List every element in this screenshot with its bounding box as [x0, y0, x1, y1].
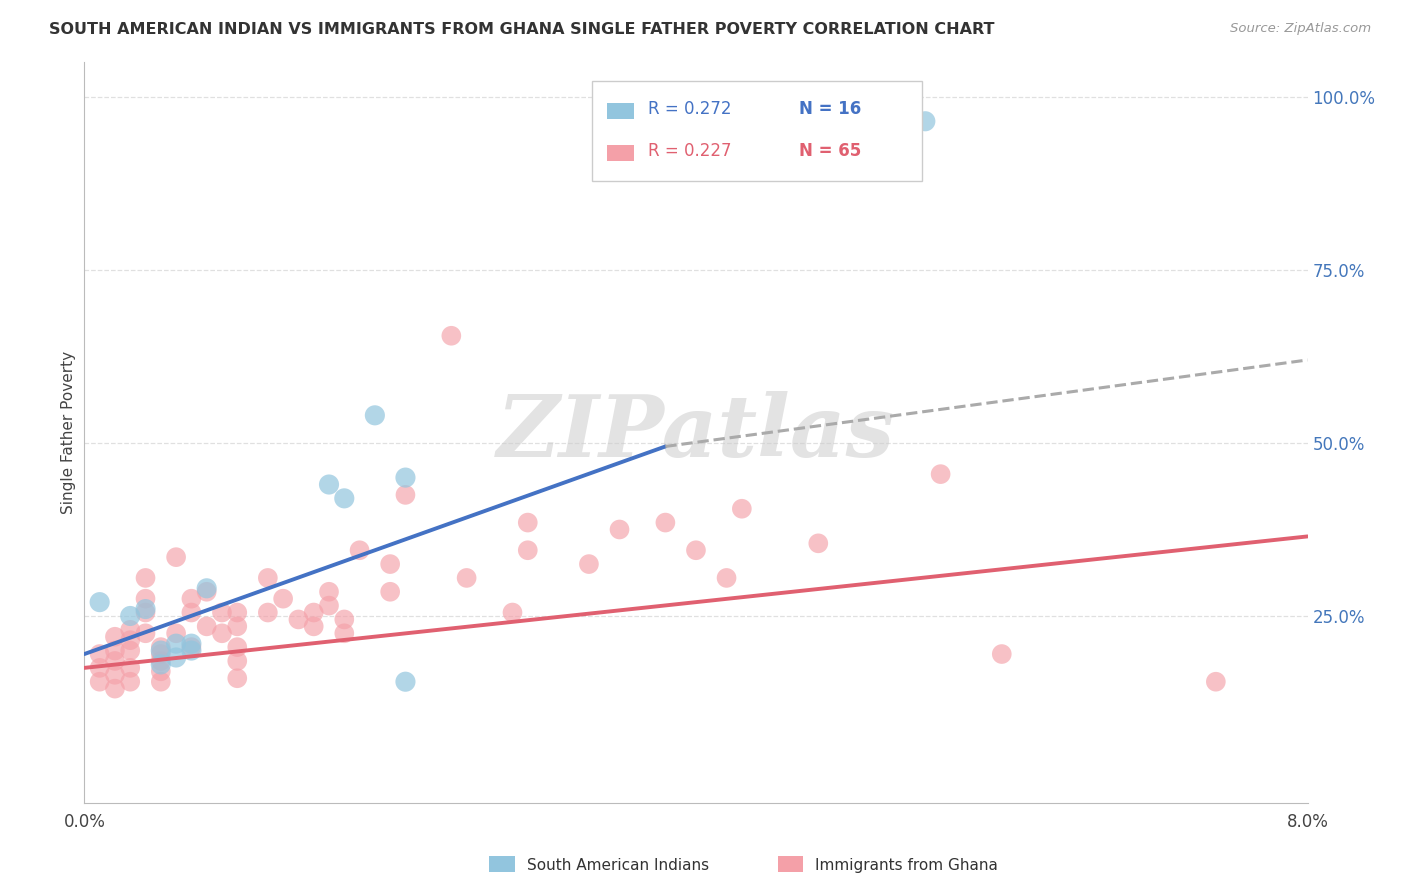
Point: [89, 674, 111, 689]
Point: [364, 409, 387, 423]
Point: [104, 630, 127, 644]
Point: [380, 557, 402, 571]
Point: [287, 612, 309, 626]
Text: R = 0.227: R = 0.227: [648, 142, 731, 160]
Point: [257, 571, 280, 585]
Point: [516, 516, 538, 530]
Point: [104, 667, 127, 681]
Point: [149, 654, 172, 668]
Point: [104, 643, 127, 657]
Point: [1205, 674, 1227, 689]
Point: [211, 626, 233, 640]
Point: [333, 612, 356, 626]
Point: [226, 606, 249, 620]
Point: [914, 114, 936, 128]
Point: [195, 619, 218, 633]
Point: [165, 626, 187, 640]
Point: [120, 674, 142, 689]
Point: [271, 591, 294, 606]
Point: [180, 643, 202, 657]
Point: [120, 609, 142, 624]
Text: Source: ZipAtlas.com: Source: ZipAtlas.com: [1230, 22, 1371, 36]
Point: [578, 557, 600, 571]
Point: [226, 654, 249, 668]
Point: [394, 470, 416, 484]
Point: [226, 619, 249, 633]
Point: [226, 671, 249, 685]
Point: [149, 647, 172, 661]
Point: [302, 606, 325, 620]
Point: [89, 661, 111, 675]
Point: [394, 674, 416, 689]
Point: [333, 626, 356, 640]
Point: [349, 543, 371, 558]
Point: [456, 571, 478, 585]
Point: [516, 543, 538, 558]
Point: [195, 584, 218, 599]
Text: ZIPatlas: ZIPatlas: [496, 391, 896, 475]
Point: [180, 640, 202, 654]
Point: [120, 633, 142, 648]
Text: SOUTH AMERICAN INDIAN VS IMMIGRANTS FROM GHANA SINGLE FATHER POVERTY CORRELATION: SOUTH AMERICAN INDIAN VS IMMIGRANTS FROM…: [49, 22, 994, 37]
Text: N = 65: N = 65: [799, 142, 860, 160]
Point: [180, 591, 202, 606]
Point: [149, 657, 172, 672]
Point: [502, 606, 524, 620]
Point: [149, 674, 172, 689]
Text: R = 0.272: R = 0.272: [648, 100, 731, 118]
Point: [226, 640, 249, 654]
Point: [929, 467, 952, 482]
Point: [333, 491, 356, 506]
Point: [807, 536, 830, 550]
Point: [135, 606, 157, 620]
Point: [149, 643, 172, 657]
Point: [302, 619, 325, 633]
Point: [180, 606, 202, 620]
FancyBboxPatch shape: [592, 81, 922, 181]
Point: [716, 571, 738, 585]
Point: [380, 584, 402, 599]
Point: [149, 640, 172, 654]
Text: N = 16: N = 16: [799, 100, 860, 118]
Point: [165, 650, 187, 665]
Point: [440, 328, 463, 343]
Text: Immigrants from Ghana: Immigrants from Ghana: [815, 858, 998, 872]
Point: [120, 661, 142, 675]
Point: [991, 647, 1014, 661]
Point: [104, 654, 127, 668]
Bar: [606, 103, 634, 120]
Point: [318, 599, 340, 613]
Point: [318, 477, 340, 491]
Point: [165, 637, 187, 651]
Point: [135, 591, 157, 606]
Point: [135, 626, 157, 640]
Point: [135, 571, 157, 585]
Point: [120, 643, 142, 657]
Point: [135, 602, 157, 616]
Point: [257, 606, 280, 620]
Point: [120, 623, 142, 637]
Point: [195, 582, 218, 596]
Point: [89, 595, 111, 609]
Point: [165, 550, 187, 565]
Point: [318, 584, 340, 599]
Point: [89, 647, 111, 661]
Point: [149, 665, 172, 679]
Point: [104, 681, 127, 696]
Point: [654, 516, 676, 530]
Point: [180, 637, 202, 651]
Point: [211, 606, 233, 620]
Point: [394, 488, 416, 502]
Point: [609, 523, 631, 537]
Bar: [606, 145, 634, 161]
Point: [731, 501, 754, 516]
Y-axis label: Single Father Poverty: Single Father Poverty: [60, 351, 76, 514]
Text: South American Indians: South American Indians: [527, 858, 710, 872]
Point: [685, 543, 707, 558]
